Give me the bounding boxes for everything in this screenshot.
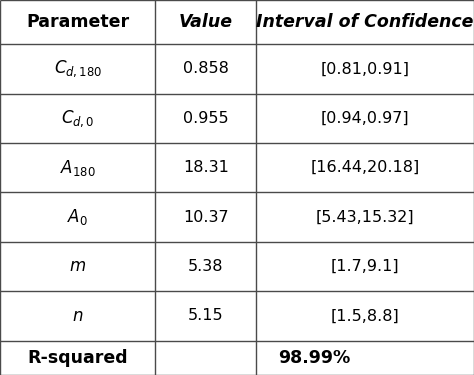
Text: [0.94,0.97]: [0.94,0.97]: [321, 111, 409, 126]
Text: $\mathit{A}_{180}$: $\mathit{A}_{180}$: [60, 158, 96, 178]
Text: $\mathit{m}$: $\mathit{m}$: [69, 258, 86, 276]
Text: 98.99%: 98.99%: [279, 349, 351, 367]
Text: 0.858: 0.858: [183, 62, 228, 76]
Text: $\mathit{A}_{0}$: $\mathit{A}_{0}$: [67, 207, 88, 227]
Text: Value: Value: [179, 13, 233, 31]
Text: 10.37: 10.37: [183, 210, 228, 225]
Text: [1.5,8.8]: [1.5,8.8]: [330, 308, 400, 323]
Text: [1.7,9.1]: [1.7,9.1]: [331, 259, 399, 274]
Text: $\mathit{C}_{d,0}$: $\mathit{C}_{d,0}$: [61, 108, 94, 129]
Text: R-squared: R-squared: [27, 349, 128, 367]
Text: 5.38: 5.38: [188, 259, 223, 274]
Text: 5.15: 5.15: [188, 308, 224, 323]
Text: [5.43,15.32]: [5.43,15.32]: [316, 210, 414, 225]
Text: 0.955: 0.955: [183, 111, 228, 126]
Text: [0.81,0.91]: [0.81,0.91]: [320, 62, 410, 76]
Text: $\mathit{n}$: $\mathit{n}$: [72, 307, 83, 325]
Text: Parameter: Parameter: [26, 13, 129, 31]
Text: $\mathit{C}_{d,180}$: $\mathit{C}_{d,180}$: [54, 58, 102, 79]
Text: [16.44,20.18]: [16.44,20.18]: [310, 160, 419, 175]
Text: 18.31: 18.31: [183, 160, 228, 175]
Text: Interval of Confidence: Interval of Confidence: [256, 13, 474, 31]
